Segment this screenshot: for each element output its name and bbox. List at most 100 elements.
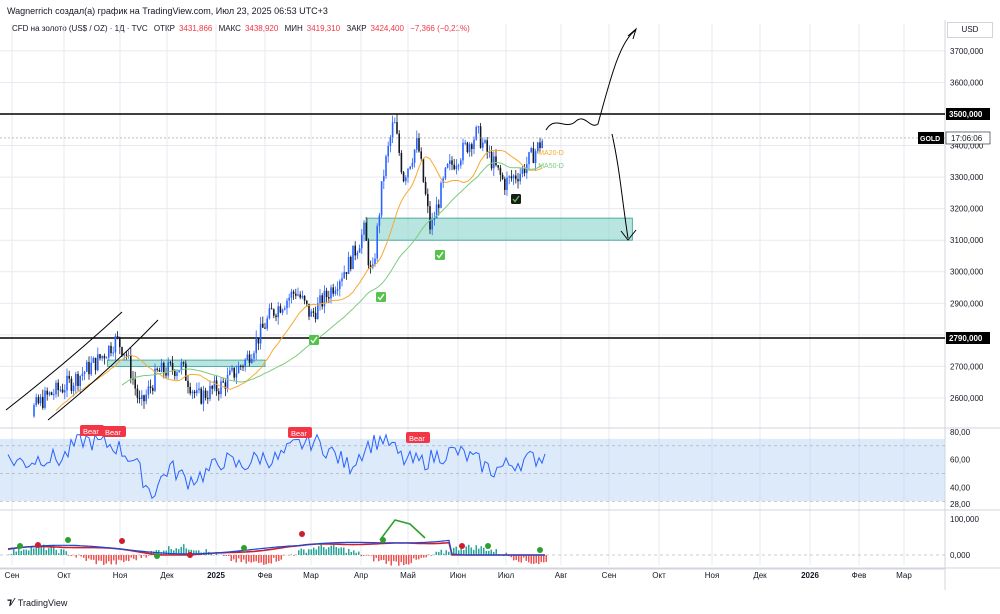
candle bbox=[473, 139, 475, 149]
macd-histogram-bar bbox=[475, 545, 477, 555]
candle bbox=[141, 395, 143, 400]
candle bbox=[189, 386, 191, 394]
candle bbox=[418, 138, 420, 152]
candle bbox=[79, 375, 81, 386]
macd-cross-dot bbox=[17, 543, 23, 549]
candle bbox=[235, 373, 238, 378]
macd-cross-dot bbox=[459, 543, 465, 549]
candle bbox=[380, 181, 383, 216]
currency-button[interactable]: USD bbox=[947, 22, 993, 38]
macd-histogram-bar bbox=[458, 550, 460, 555]
candle bbox=[376, 225, 378, 259]
projection-up-path[interactable] bbox=[545, 29, 637, 131]
macd-histogram-bar bbox=[393, 555, 395, 562]
macd-histogram-bar bbox=[305, 552, 307, 555]
candle bbox=[312, 311, 315, 313]
macd-histogram-bar bbox=[493, 551, 495, 555]
candle bbox=[407, 168, 409, 178]
projection-down-path[interactable] bbox=[611, 133, 629, 239]
change-value: −7,366 (−0,21%) bbox=[410, 24, 470, 33]
macd-histogram-bar bbox=[240, 555, 242, 563]
trend-line-lower[interactable] bbox=[47, 319, 159, 421]
candle bbox=[143, 395, 145, 402]
candle bbox=[523, 167, 526, 174]
macd-histogram-bar bbox=[388, 555, 390, 562]
candle bbox=[48, 392, 51, 395]
candle bbox=[182, 362, 185, 364]
macd-histogram-bar bbox=[400, 555, 402, 563]
candle bbox=[449, 160, 451, 165]
candle bbox=[457, 165, 460, 167]
macd-histogram-bar bbox=[225, 555, 227, 556]
macd-histogram-bar bbox=[443, 553, 445, 555]
macd-histogram-bar bbox=[253, 555, 255, 562]
macd-histogram-bar bbox=[293, 555, 295, 556]
support-zone-2[interactable] bbox=[366, 217, 633, 241]
candle bbox=[70, 378, 73, 392]
candle bbox=[90, 362, 92, 375]
macd-histogram-bar bbox=[513, 555, 515, 561]
macd-histogram-bar bbox=[185, 548, 187, 555]
symbol-name[interactable]: CFD на золото (US$ / OZ) · 1Д · TVC bbox=[12, 24, 148, 33]
macd-histogram-bar bbox=[303, 549, 305, 555]
candle bbox=[451, 160, 453, 165]
macd-histogram-bar bbox=[360, 555, 362, 557]
candle bbox=[369, 265, 372, 268]
macd-histogram-bar bbox=[25, 549, 27, 555]
high-label: МАКС bbox=[218, 24, 241, 33]
candle bbox=[374, 258, 376, 265]
trend-line-upper[interactable] bbox=[5, 311, 123, 411]
macd-histogram-bar bbox=[310, 549, 312, 555]
macd-histogram-bar bbox=[58, 553, 60, 555]
candle bbox=[330, 287, 332, 299]
macd-histogram-bar bbox=[338, 548, 340, 555]
macd-histogram-bar bbox=[13, 548, 15, 555]
candle bbox=[268, 308, 271, 319]
bear-tag-bg bbox=[288, 427, 312, 438]
candle bbox=[438, 204, 440, 208]
candle bbox=[332, 287, 334, 294]
macd-histogram-bar bbox=[55, 549, 57, 555]
macd-histogram-bar bbox=[355, 552, 357, 555]
macd-histogram-bar bbox=[90, 555, 92, 560]
candle bbox=[345, 272, 348, 274]
macd-histogram-bar bbox=[510, 555, 512, 558]
candle bbox=[471, 144, 473, 149]
level-tag-bg bbox=[946, 332, 990, 344]
candle bbox=[224, 382, 227, 389]
candle bbox=[446, 164, 449, 168]
open-label: ОТКР bbox=[153, 24, 175, 33]
macd-cross-dot bbox=[119, 538, 125, 544]
macd-histogram-bar bbox=[15, 551, 17, 555]
macd-histogram-bar bbox=[143, 555, 145, 556]
macd-histogram-bar bbox=[160, 552, 162, 555]
x-tick-label: Июн bbox=[450, 571, 466, 580]
footer: ⁊⁄ TradingView bbox=[7, 597, 67, 608]
macd-histogram-bar bbox=[260, 555, 262, 563]
candle bbox=[422, 158, 425, 182]
macd-histogram-bar bbox=[518, 555, 520, 562]
tradingview-logo-icon[interactable]: ⁊⁄ bbox=[7, 597, 14, 608]
candle bbox=[506, 177, 508, 190]
candle bbox=[334, 290, 337, 294]
candle bbox=[499, 167, 502, 175]
candle bbox=[240, 365, 242, 367]
candle bbox=[389, 137, 392, 146]
candle bbox=[50, 392, 53, 395]
candle bbox=[209, 385, 211, 400]
macd-histogram-bar bbox=[178, 549, 180, 555]
candle bbox=[259, 323, 262, 344]
candle bbox=[163, 362, 165, 374]
candle bbox=[112, 352, 114, 354]
macd-histogram-bar bbox=[333, 544, 335, 555]
macd-histogram-bar bbox=[435, 551, 437, 555]
y-tick-label: 3100,000 bbox=[950, 236, 984, 245]
gold-tag-bg bbox=[918, 131, 944, 144]
high-value: 3438,920 bbox=[244, 24, 279, 33]
candle bbox=[255, 338, 257, 354]
candle bbox=[83, 371, 86, 374]
macd-histogram-bar bbox=[248, 555, 250, 562]
candle bbox=[295, 293, 297, 296]
macd-histogram-bar bbox=[313, 547, 315, 555]
